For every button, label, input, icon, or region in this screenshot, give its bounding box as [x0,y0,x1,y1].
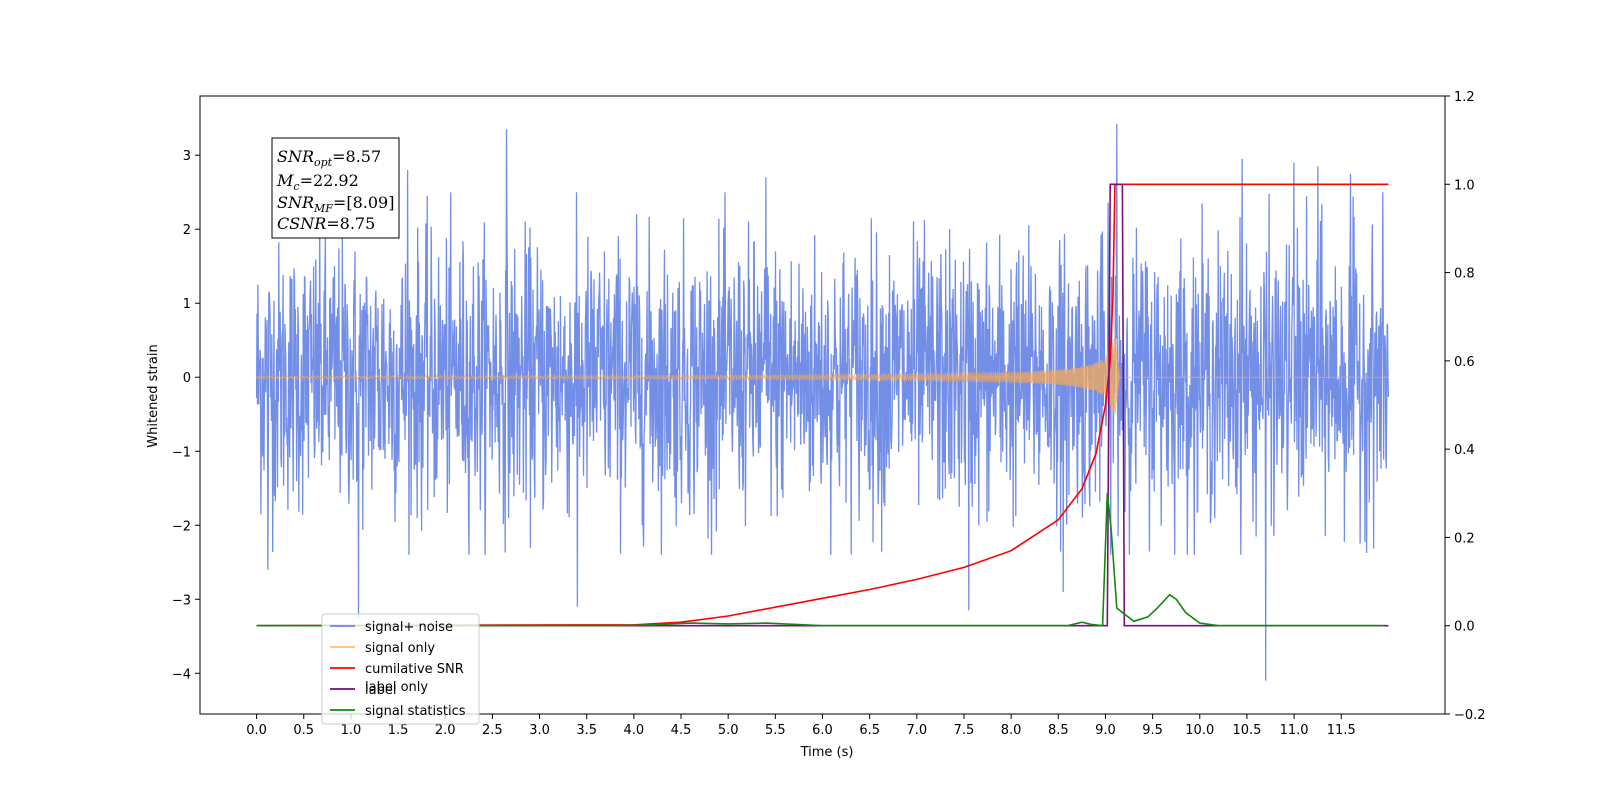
x-tick-label: 1.5 [388,723,409,738]
series-signal-statistics [256,493,1384,627]
x-tick-label: 5.0 [718,723,739,738]
legend: label only signal+ noise signal only cumil… [321,613,480,725]
x-tick-label: 1.0 [341,723,362,738]
x-tick-label: 2.0 [435,723,456,738]
legend-label: signal statistics [365,704,466,719]
y-tick-label: −3 [172,593,191,608]
stats-snr-opt: SNRopt=8.57 [277,147,381,169]
plot-area [255,124,1390,681]
x-axis-label: Time (s) [800,745,854,760]
x-tick-label: 4.0 [624,723,645,738]
axis-layer: 0.0 0.5 1.0 1.5 2.0 2.5 3.0 3.5 4.0 4.5 5.0 5.5 6.0 6… [172,90,1486,738]
x-tick-label: 7.5 [954,723,975,738]
x-tick-label: 10.0 [1185,723,1214,738]
series-signal-noise [255,124,1390,681]
x-tick-label: 7.0 [906,723,927,738]
y2-tick-label: 0.6 [1454,355,1475,370]
stats-snr-mf: SNRMF=[8.09] [277,193,394,215]
x-tick-label: 11.0 [1280,723,1309,738]
series-signal-only [256,331,1389,416]
series-cumilative-snr [256,183,1389,627]
y-tick-label: 3 [183,149,191,164]
y-axis-label: Whitened strain [146,344,161,447]
y2-tick-label: 1.0 [1454,178,1475,193]
y-tick-label: −2 [172,519,191,534]
y2-tick-label: 0.4 [1454,443,1475,458]
legend-hidden-residue: label only [365,680,428,695]
legend-label: label [365,683,396,698]
legend-label: signal+ noise [365,620,453,635]
plot-layer [255,124,1390,681]
x-tick-label: 8.0 [1001,723,1022,738]
stats-mc: Mc=22.92 [276,171,359,193]
x-tick-label: 0.0 [246,723,267,738]
y2-tick-label: 0.8 [1454,267,1475,282]
stats-csnr: CSNR=8.75 [277,214,375,233]
y2-tick-label: 0.2 [1454,531,1475,546]
x-tick-label: 8.5 [1048,723,1069,738]
x-tick-label: 2.5 [482,723,503,738]
y-tick-label: 0 [183,371,191,386]
y2-tick-label: −0.2 [1454,708,1486,723]
x-tick-label: 4.5 [671,723,692,738]
x-tick-label: 3.5 [576,723,597,738]
x-tick-label: 11.5 [1327,723,1356,738]
legend-label: cumilative SNR [365,662,464,677]
y-tick-label: −1 [172,445,191,460]
x-tick-label: 9.0 [1095,723,1116,738]
x-tick-label: 10.5 [1232,723,1261,738]
x-tick-label: 9.5 [1142,723,1163,738]
y2-tick-label: 0.0 [1454,620,1475,635]
y-tick-label: 2 [183,223,191,238]
y-tick-label: −4 [172,667,191,682]
x-tick-label: 3.0 [529,723,550,738]
y2-tick-label: 1.2 [1454,90,1475,105]
legend-label: signal only [365,641,435,656]
x-tick-label: 6.0 [812,723,833,738]
x-tick-label: 6.5 [859,723,880,738]
x-tick-label: 0.5 [293,723,314,738]
x-tick-label: 5.5 [765,723,786,738]
y-tick-label: 1 [183,297,191,312]
legend-items: signal+ noise signal only cumilative SNR la… [330,620,466,719]
stats-box: SNRopt=8.57 Mc=22.92 SNRMF=[8.09] CSNR=8… [271,137,400,239]
